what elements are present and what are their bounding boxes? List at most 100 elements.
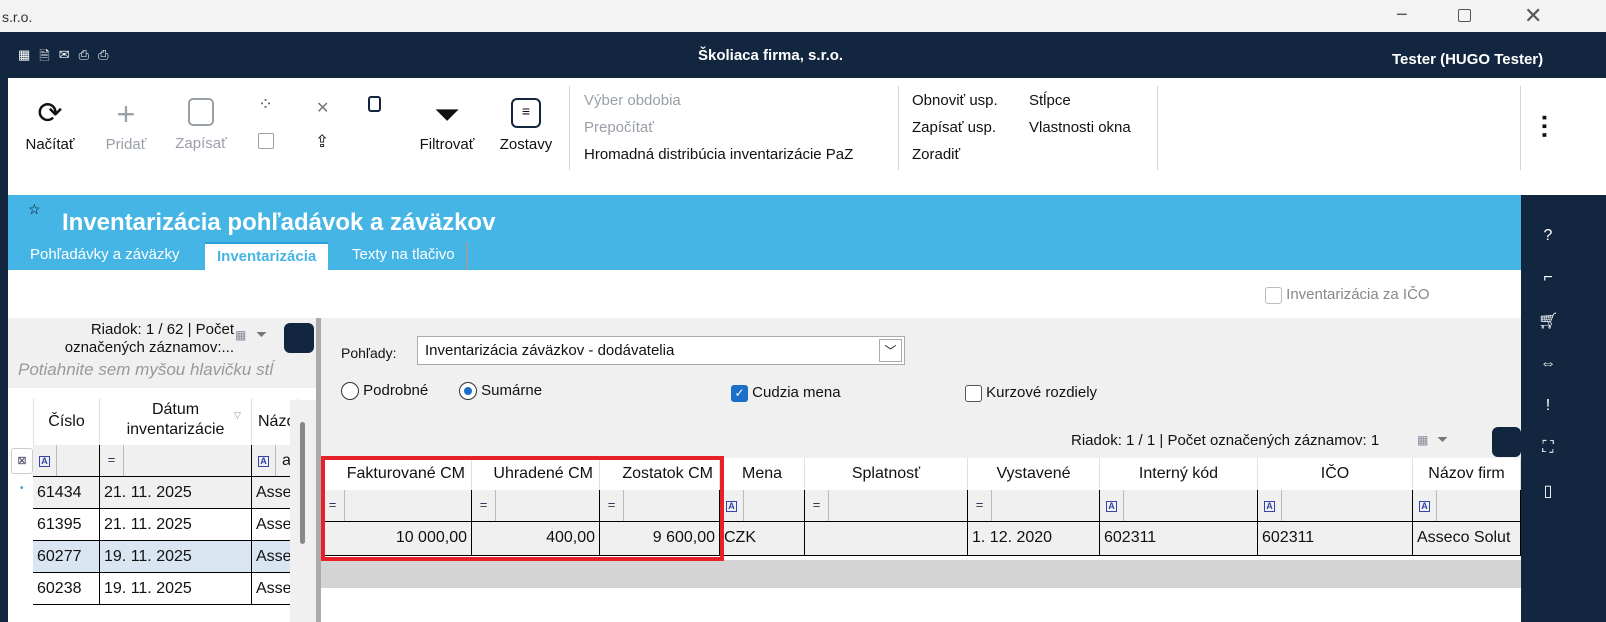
- column-header[interactable]: Fakturované CM: [321, 458, 472, 490]
- column-filter[interactable]: =: [968, 490, 1100, 522]
- column-header-cislo[interactable]: Číslo: [33, 398, 100, 445]
- table-cell-datum[interactable]: 21. 11. 2025: [100, 477, 252, 509]
- menu-window-properties[interactable]: Vlastnosti okna: [1029, 119, 1131, 136]
- column-header[interactable]: IČO: [1258, 458, 1413, 490]
- print-icon[interactable]: ⎙: [78, 47, 90, 62]
- table-cell-cislo[interactable]: 61434: [33, 477, 100, 509]
- table-cell[interactable]: 10 000,00: [321, 522, 472, 556]
- column-header[interactable]: Zostatok CM: [600, 458, 720, 490]
- restore-icon[interactable]: [1458, 9, 1471, 22]
- help-icon[interactable]: ?: [1543, 227, 1553, 244]
- column-header[interactable]: Splatnosť: [805, 458, 968, 490]
- tab-inventory[interactable]: Inventarizácia: [205, 242, 329, 270]
- document-icon[interactable]: 🗎: [39, 48, 50, 63]
- add-button[interactable]: + Pridať: [98, 98, 154, 153]
- foreign-currency-checkbox[interactable]: ✓ Cudzia mena: [731, 384, 841, 402]
- column-filter[interactable]: A: [1100, 490, 1258, 522]
- document-search-icon[interactable]: [368, 96, 381, 112]
- table-cell[interactable]: 400,00: [472, 522, 600, 556]
- radio-summary[interactable]: Sumárne: [459, 382, 542, 401]
- tab-receivables-payables[interactable]: Pohľadávky a záväzky: [30, 246, 180, 263]
- radio-button[interactable]: [341, 382, 359, 401]
- column-header[interactable]: Názov firm: [1413, 458, 1521, 490]
- filter-cislo[interactable]: A: [33, 445, 100, 477]
- save-button[interactable]: Zapísať: [168, 98, 234, 152]
- table-cell[interactable]: 602311: [1258, 522, 1413, 556]
- column-header[interactable]: Mena: [720, 458, 805, 490]
- more-options-icon[interactable]: ···: [1530, 114, 1560, 140]
- fx-diff-checkbox[interactable]: Kurzové rozdiely: [965, 384, 1097, 402]
- load-button[interactable]: ⟳ Načítať: [20, 98, 80, 154]
- checkbox-checked[interactable]: ✓: [731, 384, 748, 402]
- panel-splitter[interactable]: [316, 318, 321, 622]
- table-cell-cislo[interactable]: 60238: [33, 573, 100, 605]
- favorite-star-icon[interactable]: ☆: [28, 201, 41, 217]
- column-filter[interactable]: =: [321, 490, 472, 522]
- left-grid-scrollbar[interactable]: [290, 400, 318, 622]
- cancel-icon[interactable]: ✕: [316, 100, 330, 117]
- ico-inventory-checkbox[interactable]: Inventarizácia za IČO: [1265, 286, 1430, 304]
- mark-rows-icon[interactable]: ▦: [1417, 433, 1429, 447]
- close-window-icon[interactable]: ✕: [1524, 3, 1543, 28]
- views-select[interactable]: Inventarizácia záväzkov - dodávatelia ﹀: [417, 336, 905, 365]
- column-filter[interactable]: A: [720, 490, 805, 522]
- reports-button[interactable]: ≡ Zostavy: [494, 98, 558, 153]
- scan-icon[interactable]: ⛶: [1542, 439, 1554, 456]
- minimize-icon[interactable]: −: [1396, 4, 1408, 26]
- filter-button[interactable]: ⏷ Filtrovať: [410, 98, 484, 153]
- feedback-icon[interactable]: !: [1545, 397, 1551, 414]
- table-cell[interactable]: Asseco Solut: [1413, 522, 1521, 556]
- table-cell[interactable]: [805, 522, 968, 556]
- column-filter[interactable]: A: [1413, 490, 1521, 522]
- chevron-down-icon[interactable]: ﹀: [879, 339, 902, 362]
- table-cell[interactable]: 1. 12. 2020: [968, 522, 1100, 556]
- cart-icon[interactable]: 🛒︎: [1538, 313, 1559, 330]
- column-header[interactable]: Interný kód: [1100, 458, 1258, 490]
- column-filter[interactable]: =: [472, 490, 600, 522]
- column-header[interactable]: Uhradené CM: [472, 458, 600, 490]
- table-cell-cislo[interactable]: 61395: [33, 509, 100, 541]
- menu-period-select[interactable]: Výber obdobia: [584, 92, 681, 109]
- table-cell-cislo[interactable]: 60277: [33, 541, 100, 573]
- user-name[interactable]: Tester (HUGO Tester): [1392, 51, 1544, 68]
- loading-icon[interactable]: ⁘: [258, 94, 274, 114]
- checkbox[interactable]: [1265, 286, 1282, 304]
- menu-sort[interactable]: Zoradiť: [912, 146, 961, 163]
- mobile-icon[interactable]: ▯: [1543, 483, 1553, 500]
- menu-restore-layout[interactable]: Obnoviť usp.: [912, 92, 998, 109]
- grid-search-icon[interactable]: [1492, 427, 1521, 457]
- column-header[interactable]: Vystavené: [968, 458, 1100, 490]
- grid-search-icon[interactable]: [284, 323, 314, 353]
- excel-export-icon[interactable]: ▦: [18, 47, 31, 62]
- menu-recalculate[interactable]: Prepočítať: [584, 119, 654, 136]
- column-header-datum[interactable]: Dátum inventarizácie: [100, 398, 252, 445]
- tab-print-texts[interactable]: Texty na tlačivo: [340, 242, 468, 270]
- scrollbar-thumb[interactable]: [300, 422, 305, 544]
- radio-button-selected[interactable]: [459, 382, 477, 401]
- grid-filter-icon[interactable]: ⏷: [256, 326, 268, 342]
- shortcut-icon[interactable]: ⌐: [1543, 269, 1553, 286]
- table-cell[interactable]: CZK: [720, 522, 805, 556]
- right-grid-horizontal-scroll[interactable]: [321, 560, 1521, 588]
- filter-settings-icon[interactable]: ⊠: [11, 448, 33, 474]
- checkbox[interactable]: [965, 384, 982, 402]
- menu-columns[interactable]: Stĺpce: [1029, 92, 1071, 109]
- menu-save-layout[interactable]: Zapísať usp.: [912, 119, 997, 136]
- share-icon[interactable]: ⇪: [315, 132, 330, 151]
- column-filter[interactable]: =: [600, 490, 720, 522]
- remote-support-icon[interactable]: ⇔: [1540, 355, 1556, 372]
- radio-detail[interactable]: Podrobné: [341, 382, 428, 401]
- table-cell-datum[interactable]: 19. 11. 2025: [100, 573, 252, 605]
- print-preview-icon[interactable]: ⎙: [98, 47, 109, 62]
- table-cell[interactable]: 9 600,00: [600, 522, 720, 556]
- table-cell-datum[interactable]: 19. 11. 2025: [100, 541, 252, 573]
- menu-bulk-distribution[interactable]: Hromadná distribúcia inventarizácie PaZ: [584, 146, 854, 163]
- grid-filter-icon[interactable]: ⏷: [1437, 431, 1449, 447]
- copy-icon[interactable]: [258, 133, 274, 149]
- filter-datum[interactable]: =: [100, 445, 252, 477]
- column-filter[interactable]: A: [1258, 490, 1413, 522]
- table-cell[interactable]: 602311: [1100, 522, 1258, 556]
- column-filter[interactable]: =: [805, 490, 968, 522]
- mark-rows-icon[interactable]: ▦: [235, 328, 247, 342]
- table-cell-datum[interactable]: 21. 11. 2025: [100, 509, 252, 541]
